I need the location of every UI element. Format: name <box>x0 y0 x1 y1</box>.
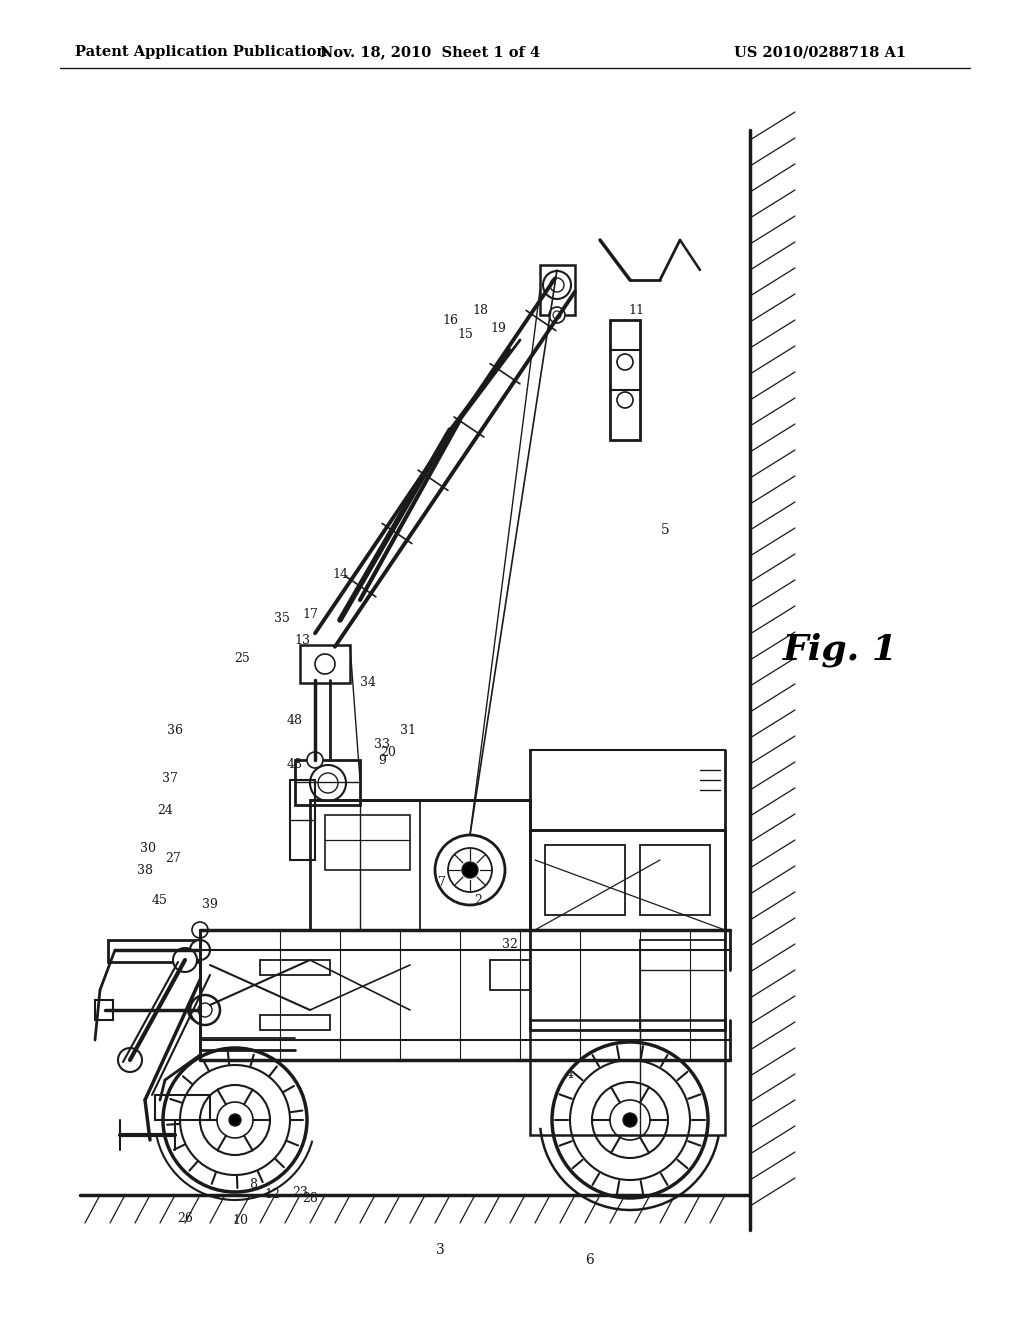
Text: US 2010/0288718 A1: US 2010/0288718 A1 <box>734 45 906 59</box>
Text: 24: 24 <box>157 804 173 817</box>
Text: 18: 18 <box>472 304 488 317</box>
Text: 10: 10 <box>232 1213 248 1226</box>
Text: 9: 9 <box>378 754 386 767</box>
Bar <box>108 940 198 962</box>
Bar <box>530 830 725 1030</box>
Circle shape <box>435 836 505 906</box>
Bar <box>295 760 360 805</box>
Text: 36: 36 <box>167 723 183 737</box>
Circle shape <box>193 921 208 939</box>
Text: 17: 17 <box>302 609 317 622</box>
Circle shape <box>195 1005 205 1015</box>
Text: 6: 6 <box>586 1253 594 1267</box>
Circle shape <box>190 940 210 960</box>
Text: 33: 33 <box>374 738 390 751</box>
Bar <box>290 780 315 861</box>
Bar <box>325 814 410 870</box>
Circle shape <box>617 392 633 408</box>
Text: 23: 23 <box>292 1185 308 1199</box>
Text: 3: 3 <box>435 1243 444 1257</box>
Circle shape <box>229 1114 241 1126</box>
Bar <box>490 960 530 990</box>
Text: 31: 31 <box>400 723 416 737</box>
Text: Fig. 1: Fig. 1 <box>782 632 897 667</box>
Circle shape <box>570 1060 690 1180</box>
Text: Patent Application Publication: Patent Application Publication <box>75 45 327 59</box>
Text: 35: 35 <box>274 611 290 624</box>
Bar <box>95 1001 113 1020</box>
Text: 48: 48 <box>287 759 303 771</box>
Text: 34: 34 <box>360 676 376 689</box>
Bar <box>610 319 640 440</box>
Circle shape <box>462 862 478 878</box>
Bar <box>540 265 575 315</box>
Text: 27: 27 <box>165 851 181 865</box>
Bar <box>260 1015 330 1030</box>
Text: 4: 4 <box>566 1068 574 1081</box>
Circle shape <box>163 1048 307 1192</box>
Text: 28: 28 <box>302 1192 317 1204</box>
Circle shape <box>188 998 212 1022</box>
Text: 45: 45 <box>152 894 168 907</box>
Circle shape <box>315 653 335 675</box>
Text: 32: 32 <box>502 939 518 952</box>
Text: 5: 5 <box>660 523 670 537</box>
Text: Nov. 18, 2010  Sheet 1 of 4: Nov. 18, 2010 Sheet 1 of 4 <box>319 45 540 59</box>
Text: 2: 2 <box>474 894 482 907</box>
Text: 37: 37 <box>162 771 178 784</box>
Circle shape <box>549 308 565 323</box>
Circle shape <box>623 1113 637 1127</box>
Bar <box>640 940 725 1030</box>
Text: 30: 30 <box>140 842 156 854</box>
Text: 14: 14 <box>332 569 348 582</box>
Text: 25: 25 <box>234 652 250 664</box>
Bar <box>310 800 530 931</box>
Bar <box>640 845 710 915</box>
Text: 20: 20 <box>380 746 396 759</box>
Text: 38: 38 <box>137 863 153 876</box>
Bar <box>300 645 350 682</box>
Bar <box>530 1020 725 1135</box>
Text: 15: 15 <box>457 329 473 342</box>
Circle shape <box>180 1065 290 1175</box>
Text: 19: 19 <box>490 322 506 334</box>
Text: 13: 13 <box>294 634 310 647</box>
Circle shape <box>173 948 197 972</box>
Text: 48: 48 <box>287 714 303 726</box>
Bar <box>260 960 330 975</box>
Text: 39: 39 <box>202 899 218 912</box>
Circle shape <box>118 1048 142 1072</box>
Text: 12: 12 <box>264 1188 280 1201</box>
Circle shape <box>617 354 633 370</box>
Text: 26: 26 <box>177 1212 193 1225</box>
Circle shape <box>190 995 220 1026</box>
Circle shape <box>552 1041 708 1199</box>
Bar <box>155 1096 210 1119</box>
Text: 16: 16 <box>442 314 458 326</box>
Circle shape <box>307 752 323 768</box>
Text: 7: 7 <box>438 876 445 890</box>
Circle shape <box>543 271 571 300</box>
Text: 11: 11 <box>628 304 644 317</box>
Circle shape <box>310 766 346 801</box>
Text: 8: 8 <box>249 1179 257 1192</box>
Bar <box>545 845 625 915</box>
